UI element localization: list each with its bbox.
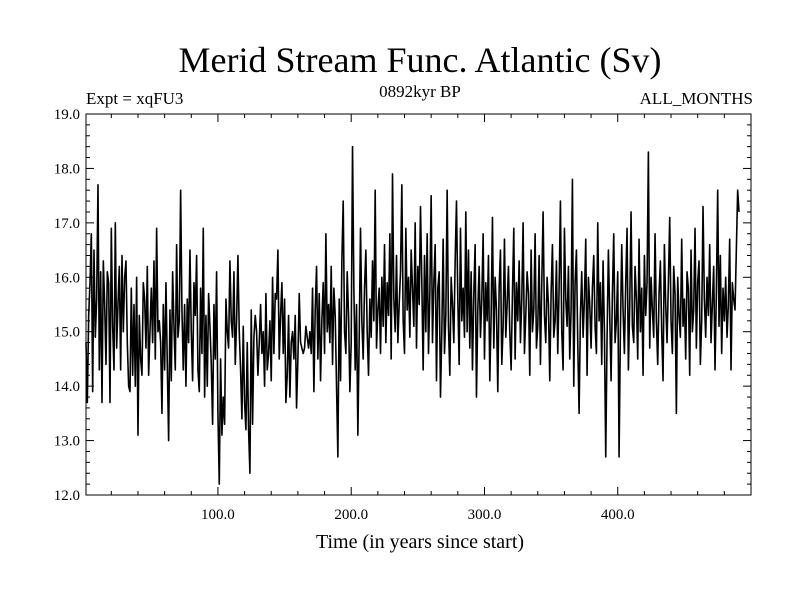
x-axis: 100.0 200.0 300.0 400.0 — [110, 114, 725, 523]
x-tick-label: 200.0 — [334, 507, 368, 523]
x-tick-label: 100.0 — [201, 507, 235, 523]
y-tick-label: 15.0 — [54, 325, 80, 341]
x-axis-label: Time (in years since start) — [316, 531, 524, 553]
chart-title: Merid Stream Func. Atlantic (Sv) — [179, 40, 662, 80]
y-tick-label: 17.0 — [54, 216, 80, 232]
series-line — [85, 145, 740, 485]
x-tick-label: 300.0 — [468, 507, 502, 523]
y-tick-label: 12.0 — [54, 488, 80, 504]
plot-frame — [85, 113, 752, 496]
experiment-label: Expt = xqFU3 — [86, 89, 183, 108]
y-tick-label: 13.0 — [54, 434, 80, 450]
x-tick-label: 400.0 — [601, 507, 635, 523]
months-label: ALL_MONTHS — [640, 89, 753, 108]
y-tick-label: 18.0 — [54, 161, 80, 177]
y-tick-label: 16.0 — [54, 270, 80, 286]
y-tick-label: 19.0 — [54, 107, 80, 123]
y-tick-label: 14.0 — [54, 379, 80, 395]
period-label: 0892kyr BP — [379, 82, 461, 101]
